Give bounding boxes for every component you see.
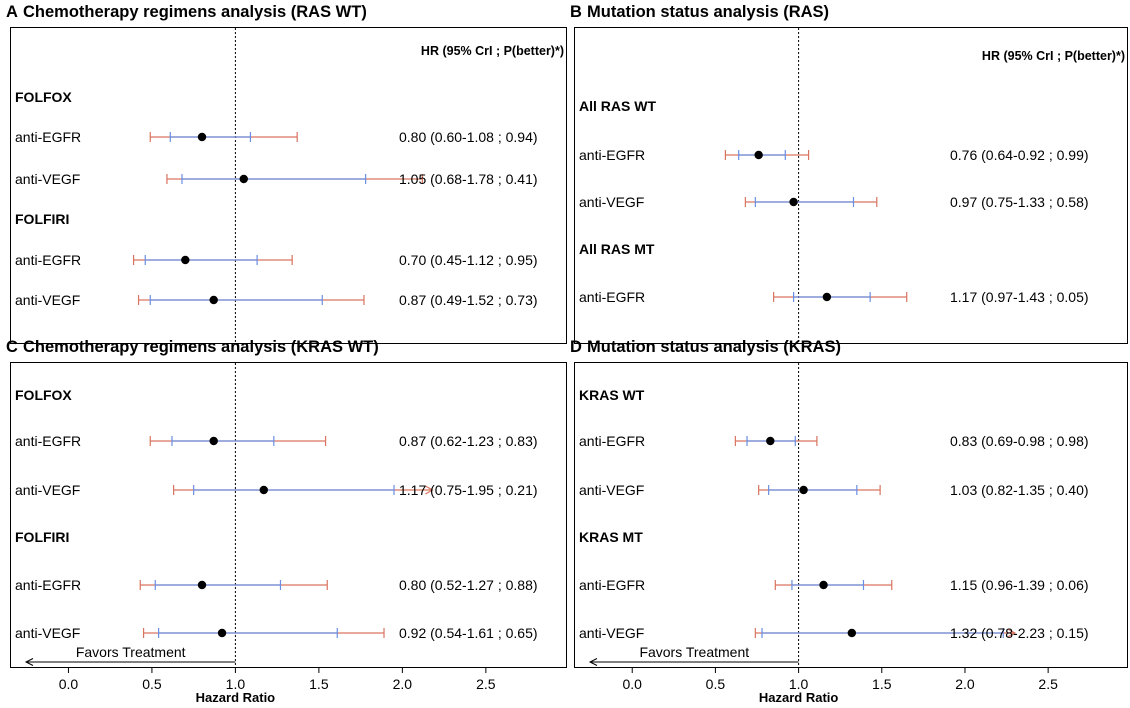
row-label: anti-EGFR [579, 433, 645, 449]
hr-point [239, 174, 248, 184]
hr-point [259, 485, 268, 495]
x-tick-label: 0.0 [622, 676, 642, 692]
panel-title: Chemotherapy regimens analysis (KRAS WT) [23, 338, 379, 356]
results-header: HR (95% CrI ; P(better)*) [421, 44, 564, 58]
x-tick-label: 1.5 [872, 676, 892, 692]
row-label: anti-VEGF [579, 625, 644, 641]
panel-frame [574, 362, 1128, 668]
hr-point [754, 150, 763, 160]
favors-label: Favors Treatment [639, 644, 749, 660]
result-text: 1.15 (0.96-1.39 ; 0.06) [950, 577, 1089, 593]
row-label: anti-VEGF [15, 482, 80, 498]
row-label: anti-VEGF [15, 171, 80, 187]
row-label: anti-EGFR [15, 577, 81, 593]
hr-point [181, 255, 190, 265]
result-text: 0.92 (0.54-1.61 ; 0.65) [399, 625, 538, 641]
result-text: 1.03 (0.82-1.35 ; 0.40) [950, 482, 1089, 498]
group-label: FOLFIRI [15, 211, 69, 227]
outer-arrow-high [1007, 628, 1017, 638]
result-text: 1.17 (0.75-1.95 ; 0.21) [399, 482, 538, 498]
hr-point [847, 628, 857, 638]
hr-point [209, 436, 218, 446]
panel-letter: D [570, 338, 582, 356]
panel-title: Mutation status analysis (KRAS) [587, 338, 841, 356]
row-label: anti-EGFR [15, 433, 81, 449]
x-tick-label: 2.0 [955, 676, 975, 692]
row-label: anti-EGFR [15, 252, 81, 268]
group-label: KRAS MT [579, 529, 643, 545]
hr-point [819, 580, 828, 590]
result-text: 0.97 (0.75-1.33 ; 0.58) [950, 194, 1089, 210]
group-label: FOLFOX [15, 89, 72, 105]
x-tick-label: 0.0 [59, 676, 79, 692]
panel-letter: C [6, 338, 18, 356]
result-text: 1.17 (0.97-1.43 ; 0.05) [950, 289, 1089, 305]
group-label: All RAS MT [579, 241, 655, 257]
hr-point [197, 580, 207, 590]
panel-frame [10, 27, 567, 344]
result-text: 0.70 (0.45-1.12 ; 0.95) [399, 252, 538, 268]
panel-frame [10, 362, 567, 668]
result-text: 1.05 (0.68-1.78 ; 0.41) [399, 171, 538, 187]
x-tick-label: 2.5 [1038, 676, 1058, 692]
row-label: anti-EGFR [579, 577, 645, 593]
group-label: FOLFIRI [15, 529, 69, 545]
row-label: anti-EGFR [15, 129, 81, 145]
group-label: KRAS WT [579, 387, 645, 403]
favors-arrow-head [588, 658, 598, 666]
hr-point [197, 132, 207, 142]
hr-point [789, 197, 798, 207]
x-tick-label: 0.5 [142, 676, 162, 692]
x-tick-label: 1.0 [226, 676, 246, 692]
row-label: anti-VEGF [15, 292, 80, 308]
row-label: anti-EGFR [579, 147, 645, 163]
row-label: anti-VEGF [15, 625, 80, 641]
hr-point [217, 628, 227, 638]
x-tick-label: 1.5 [309, 676, 329, 692]
group-label: All RAS WT [579, 98, 656, 114]
result-text: 1.32 (0.78-2.23 ; 0.15) [950, 625, 1089, 641]
result-text: 0.80 (0.52-1.27 ; 0.88) [399, 577, 538, 593]
x-tick-label: 2.5 [476, 676, 496, 692]
row-label: anti-VEGF [579, 482, 644, 498]
x-axis-label: Hazard Ratio [196, 690, 276, 705]
result-text: 0.87 (0.62-1.23 ; 0.83) [399, 433, 538, 449]
hr-point [799, 485, 808, 495]
panel-letter: B [570, 3, 582, 21]
result-text: 0.83 (0.69-0.98 ; 0.98) [950, 433, 1089, 449]
x-tick-label: 2.0 [393, 676, 413, 692]
outer-arrow-high [425, 485, 434, 495]
x-tick-label: 0.5 [706, 676, 726, 692]
result-text: 0.80 (0.60-1.08 ; 0.94) [399, 129, 538, 145]
result-text: 0.76 (0.64-0.92 ; 0.99) [950, 147, 1089, 163]
panel-title: Mutation status analysis (RAS) [587, 3, 829, 21]
x-tick-label: 1.0 [789, 676, 809, 692]
panel-letter: A [6, 3, 18, 21]
result-text: 0.87 (0.49-1.52 ; 0.73) [399, 292, 538, 308]
x-axis-label: Hazard Ratio [759, 690, 839, 705]
group-label: FOLFOX [15, 387, 72, 403]
results-header: HR (95% CrI ; P(better)*) [982, 49, 1125, 63]
panel-title: Chemotherapy regimens analysis (RAS WT) [23, 3, 367, 21]
favors-label: Favors Treatment [76, 644, 186, 660]
hr-point [209, 295, 218, 305]
hr-point [766, 436, 775, 446]
hr-point [822, 292, 832, 302]
row-label: anti-EGFR [579, 289, 645, 305]
row-label: anti-VEGF [579, 194, 644, 210]
favors-arrow-head [24, 658, 34, 666]
panel-frame [574, 27, 1128, 344]
